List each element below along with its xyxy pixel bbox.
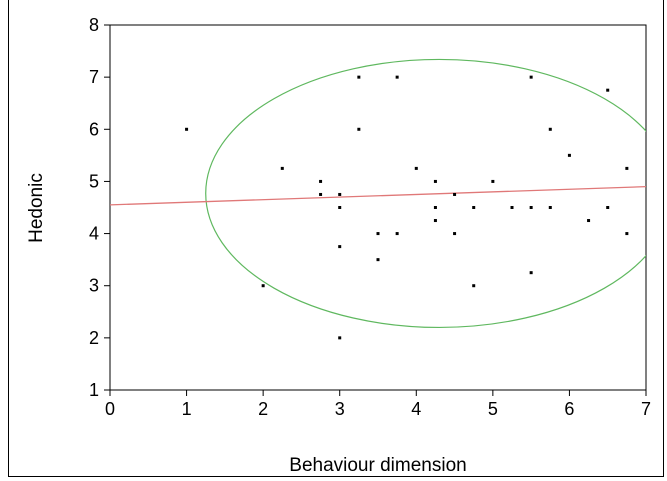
x-axis: 0 1 2 3 4 5 6 7 (105, 390, 651, 419)
data-point (625, 232, 629, 236)
y-tick-label: 3 (89, 276, 99, 296)
plot-area (109, 24, 647, 391)
data-point (529, 206, 533, 209)
data-point (529, 271, 533, 275)
x-tick-label: 6 (564, 399, 574, 419)
data-point (376, 258, 380, 262)
data-point (338, 336, 342, 340)
x-tick-label: 5 (488, 399, 498, 419)
data-points (185, 75, 629, 340)
data-point (606, 206, 610, 209)
data-point (567, 153, 571, 157)
y-tick-label: 2 (89, 328, 99, 348)
data-point (319, 179, 323, 183)
data-point (319, 192, 323, 196)
data-point (491, 179, 495, 183)
data-point (433, 179, 437, 183)
y-tick-label: 8 (89, 15, 99, 35)
y-tick-label: 7 (89, 67, 99, 87)
data-point (357, 127, 361, 131)
data-point (433, 206, 437, 209)
x-axis-title: Behaviour dimension (289, 455, 466, 476)
confidence-ellipse-layer (205, 58, 646, 328)
data-point (472, 206, 476, 209)
data-point (606, 88, 610, 92)
x-tick-label: 4 (411, 399, 421, 419)
data-point (472, 284, 476, 288)
data-point (529, 75, 533, 79)
x-tick-label: 3 (335, 399, 345, 419)
data-point (338, 192, 342, 196)
data-point (453, 232, 457, 236)
fit-line-layer (110, 185, 646, 206)
data-point (587, 219, 591, 223)
data-point (338, 245, 342, 249)
data-point (395, 75, 399, 79)
data-point (261, 284, 265, 288)
x-tick-label: 7 (641, 399, 651, 419)
x-tick-label: 0 (105, 399, 115, 419)
data-point (280, 166, 284, 170)
data-point (433, 219, 437, 223)
x-tick-label: 2 (258, 399, 268, 419)
data-point (548, 206, 552, 209)
data-point (453, 192, 457, 196)
data-point (185, 127, 189, 131)
data-point (548, 127, 552, 131)
y-axis: 1 2 3 4 5 6 7 8 (89, 15, 110, 400)
regression-line (110, 185, 646, 206)
data-point (395, 232, 399, 236)
data-point (376, 232, 380, 236)
y-tick-label: 4 (89, 224, 99, 244)
x-tick-label: 1 (182, 399, 192, 419)
data-point (414, 166, 418, 170)
data-point (510, 206, 514, 209)
data-point (338, 206, 342, 209)
y-tick-label: 5 (89, 171, 99, 191)
confidence-ellipse (205, 58, 646, 328)
data-point (357, 75, 361, 79)
y-axis-title: Hedonic (26, 173, 47, 243)
data-point (625, 166, 629, 170)
y-tick-label: 1 (89, 380, 99, 400)
chart-frame (8, 0, 664, 477)
y-tick-label: 6 (89, 119, 99, 139)
